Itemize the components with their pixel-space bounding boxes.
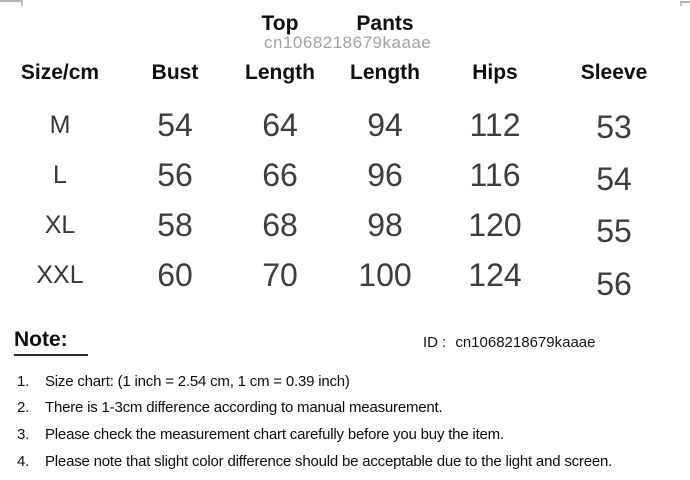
cell-l-hips: 116 (469, 156, 521, 193)
cell-xl-top-length: 68 (262, 206, 298, 243)
note-underline (14, 354, 88, 356)
column-header-line2: Size/cm (20, 61, 100, 84)
note-item-text: Please check the measurement chart caref… (45, 425, 504, 443)
cell-xl-sleeve: 55 (596, 212, 632, 249)
seller-id-label: ID : (423, 334, 447, 351)
cell-xl-hips: 120 (468, 206, 522, 243)
cell-xl-bust: 58 (157, 206, 193, 243)
column-header-line2: Sleeve (580, 61, 648, 84)
note-item: 1. Size chart: (1 inch = 2.54 cm, 1 cm =… (17, 368, 612, 395)
cell-l-sleeve: 54 (596, 160, 632, 197)
cell-m-pants-length: 94 (367, 106, 403, 143)
row-label-xl: XL (44, 210, 76, 239)
note-item: 3. Please check the measurement chart ca… (17, 421, 612, 448)
crop-artifact-top-left-icon (0, 0, 23, 6)
cell-xl-pants-length: 98 (367, 206, 403, 243)
column-header-line2: Length (350, 61, 420, 84)
cell-xxl-sleeve: 56 (596, 265, 632, 302)
column-header-line1: Pants (356, 12, 414, 35)
cell-xxl-pants-length: 100 (358, 256, 412, 293)
column-header-line2: Bust (151, 61, 199, 84)
note-item: 4. Please note that slight color differe… (17, 448, 612, 475)
note-item: 2. There is 1-3cm difference according t… (17, 395, 612, 422)
note-item-number: 1. (17, 372, 30, 390)
note-heading: Note: (14, 328, 68, 351)
column-header-hips: Hips (440, 0, 550, 100)
cell-xxl-top-length: 70 (262, 256, 298, 293)
column-header-line2: Hips (472, 61, 518, 84)
cell-m-top-length: 64 (262, 106, 298, 143)
seller-watermark: cn1068218679kaaae (264, 33, 432, 52)
column-header-line1: Top (261, 12, 299, 35)
column-header-bust: Bust (120, 0, 230, 100)
column-header-pants-length: Pants Length (330, 0, 440, 100)
note-item-number: 3. (17, 425, 30, 443)
note-item-text: Size chart: (1 inch = 2.54 cm, 1 cm = 0.… (45, 372, 350, 390)
cell-l-top-length: 66 (262, 156, 298, 193)
cell-l-pants-length: 96 (367, 156, 403, 193)
seller-id-value: cn1068218679kaaae (455, 334, 596, 351)
column-header-top-length: Top Length (230, 0, 330, 100)
crop-artifact-top-right-icon (680, 1, 690, 6)
cell-xxl-hips: 124 (468, 256, 522, 293)
column-header-sleeve: Sleeve (550, 0, 678, 100)
row-label-m: M (49, 110, 71, 139)
size-chart-table: Size/cm Bust Top Length Pants Length Hip… (0, 0, 678, 302)
cell-m-hips: 112 (469, 106, 521, 143)
column-header-line2: Length (245, 61, 315, 84)
note-item-number: 2. (17, 399, 30, 417)
cell-xxl-bust: 60 (157, 256, 193, 293)
row-label-xxl: XXL (36, 260, 84, 289)
note-item-text: Please note that slight color difference… (45, 452, 613, 470)
cell-m-sleeve: 53 (596, 108, 632, 145)
note-list: 1. Size chart: (1 inch = 2.54 cm, 1 cm =… (17, 368, 612, 474)
row-label-l: L (53, 160, 67, 189)
note-item-number: 4. (17, 452, 30, 470)
cell-m-bust: 54 (157, 106, 193, 143)
note-item-text: There is 1-3cm difference according to m… (45, 399, 443, 417)
seller-id: ID : cn1068218679kaaae (423, 334, 595, 351)
column-header-size: Size/cm (0, 0, 120, 100)
cell-l-bust: 56 (157, 156, 193, 193)
